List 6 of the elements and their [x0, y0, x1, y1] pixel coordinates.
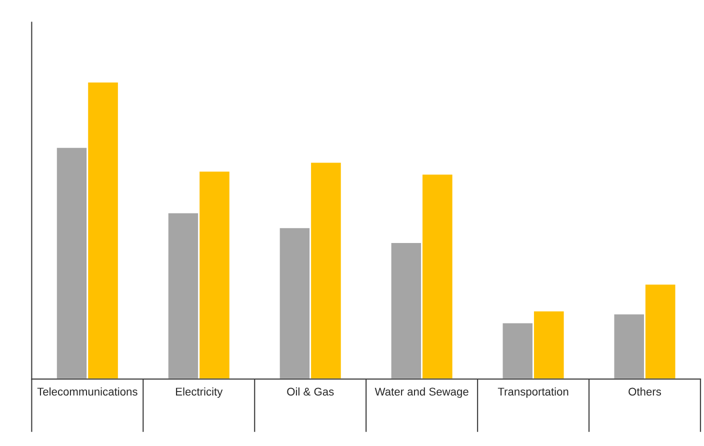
x-tick-label: Water and Sewage — [374, 387, 468, 398]
x-tick-label: Telecommunications — [37, 387, 138, 396]
x-tick-label: Others — [628, 387, 662, 396]
x-tick-label: Oil & Gas — [287, 387, 334, 396]
x-tick-label: Electricity — [176, 387, 223, 398]
x-tick-label: Transportation — [498, 387, 568, 398]
